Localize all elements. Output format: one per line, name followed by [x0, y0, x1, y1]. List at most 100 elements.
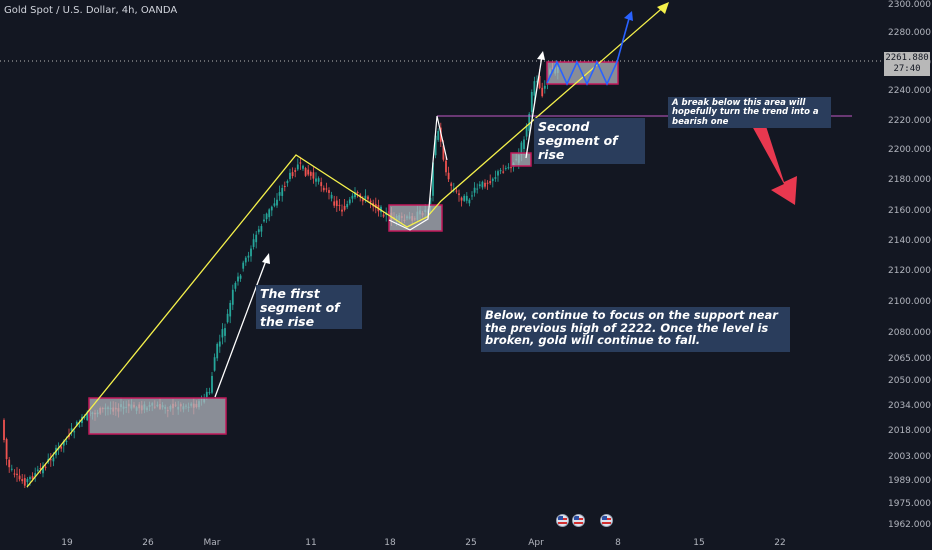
candle-body	[450, 183, 453, 186]
candle-body	[343, 205, 346, 210]
trend-arrowhead	[657, 2, 669, 14]
flag-icon-us[interactable]	[572, 514, 585, 527]
candle-body	[255, 234, 258, 243]
candle-body	[468, 199, 471, 204]
time-axis[interactable]: 19 26 Mar 11 18 25 Apr 8 15 22	[61, 538, 785, 548]
candle-body	[320, 182, 323, 187]
candle-body	[218, 341, 221, 347]
candle-body	[62, 440, 65, 446]
time-tick-label: 8	[615, 538, 621, 548]
candle-body	[359, 194, 362, 197]
candle-body	[315, 178, 317, 182]
candle-body	[543, 85, 546, 89]
time-tick-label: 15	[693, 538, 704, 548]
projection-zigzag	[546, 14, 631, 86]
candle-body	[460, 197, 463, 201]
current-price-badge: 2261.880 27:40	[884, 52, 930, 76]
note-first-segment-text: The first segment of the rise	[260, 286, 340, 329]
candle-body	[348, 199, 351, 204]
note-support[interactable]: Below, continue to focus on the support …	[481, 307, 790, 352]
candle-body	[447, 172, 450, 180]
time-tick-label: 11	[305, 538, 316, 548]
candle-body	[208, 392, 211, 394]
candle-body	[83, 416, 86, 418]
candle-body	[239, 275, 242, 279]
candle-body	[52, 457, 55, 462]
note-first-segment[interactable]: The first segment of the rise	[256, 285, 362, 329]
candle-body	[536, 81, 538, 83]
price-tick-label: 2200.000	[888, 145, 931, 155]
price-tick-label: 2300.000	[888, 0, 931, 10]
candle-body	[36, 469, 39, 472]
candle-body	[429, 197, 432, 208]
candle-body	[317, 178, 320, 182]
candle-body	[291, 172, 294, 177]
candle-body	[502, 171, 505, 173]
candle-body	[481, 181, 484, 188]
candle-body	[523, 139, 525, 149]
flag-icon-us[interactable]	[600, 514, 613, 527]
candle-body	[234, 282, 237, 289]
note-support-text: Below, continue to focus on the support …	[485, 308, 778, 348]
candle-body	[434, 135, 437, 156]
candle-body	[322, 187, 325, 191]
candle-body	[257, 229, 260, 233]
candle-body	[491, 178, 494, 182]
note-second-segment[interactable]: Second segment of rise	[534, 118, 645, 164]
candle-body	[510, 167, 512, 169]
price-tick-label: 1962.000	[888, 520, 931, 530]
candle-body	[478, 184, 481, 187]
candle-body	[276, 199, 278, 206]
candle-body	[39, 468, 42, 470]
candle-body	[484, 182, 486, 187]
candle-body	[8, 459, 11, 468]
trend-line-upper	[26, 116, 538, 488]
candle-body	[346, 203, 349, 208]
candle-body	[533, 81, 536, 96]
candle-body	[44, 466, 47, 468]
candle-body	[224, 328, 226, 336]
candle-body	[465, 195, 468, 201]
candle-body	[268, 209, 271, 218]
candle-body	[226, 313, 229, 323]
candle-body	[307, 169, 310, 175]
price-tick-label: 2050.000	[888, 376, 931, 386]
candle-body	[486, 182, 489, 184]
candle-body	[229, 302, 232, 317]
candle-body	[260, 226, 263, 232]
candle-body	[270, 206, 273, 211]
candle-body	[75, 421, 78, 426]
candle-body	[442, 145, 445, 160]
note-break-below[interactable]: A break below this area will hopefully t…	[668, 97, 831, 128]
price-tick-label: 2240.000	[888, 86, 931, 96]
segment-arrowhead-first	[262, 253, 270, 264]
price-tick-label: 1975.000	[888, 499, 931, 509]
price-axis[interactable]: 2300.0002280.0002260.0002240.0002220.000…	[884, 0, 932, 550]
note-second-segment-text: Second segment of rise	[538, 119, 618, 162]
path-mar-zigzag	[388, 115, 448, 231]
candle-body	[361, 199, 364, 202]
price-tick-label: 1989.000	[888, 476, 931, 486]
candle-body	[10, 468, 13, 470]
note-break-below-text: A break below this area will hopefully t…	[672, 98, 819, 127]
candle-body	[23, 478, 26, 486]
candle-body	[476, 188, 479, 190]
candle-body	[367, 196, 369, 200]
candle-body	[520, 142, 523, 155]
time-tick-label: 22	[774, 538, 785, 548]
candle-body	[289, 172, 291, 180]
candle-body	[263, 219, 265, 222]
candle-body	[369, 200, 372, 203]
flag-icon-us[interactable]	[556, 514, 569, 527]
price-tick-label: 2160.000	[888, 206, 931, 216]
candle-body	[242, 262, 245, 269]
candle-body	[247, 255, 250, 258]
candle-body	[338, 204, 341, 206]
candle-body	[302, 165, 304, 169]
candle-body	[250, 248, 252, 257]
candle-body	[494, 177, 497, 179]
candle-body	[507, 167, 510, 169]
time-tick-label: Mar	[204, 538, 221, 548]
